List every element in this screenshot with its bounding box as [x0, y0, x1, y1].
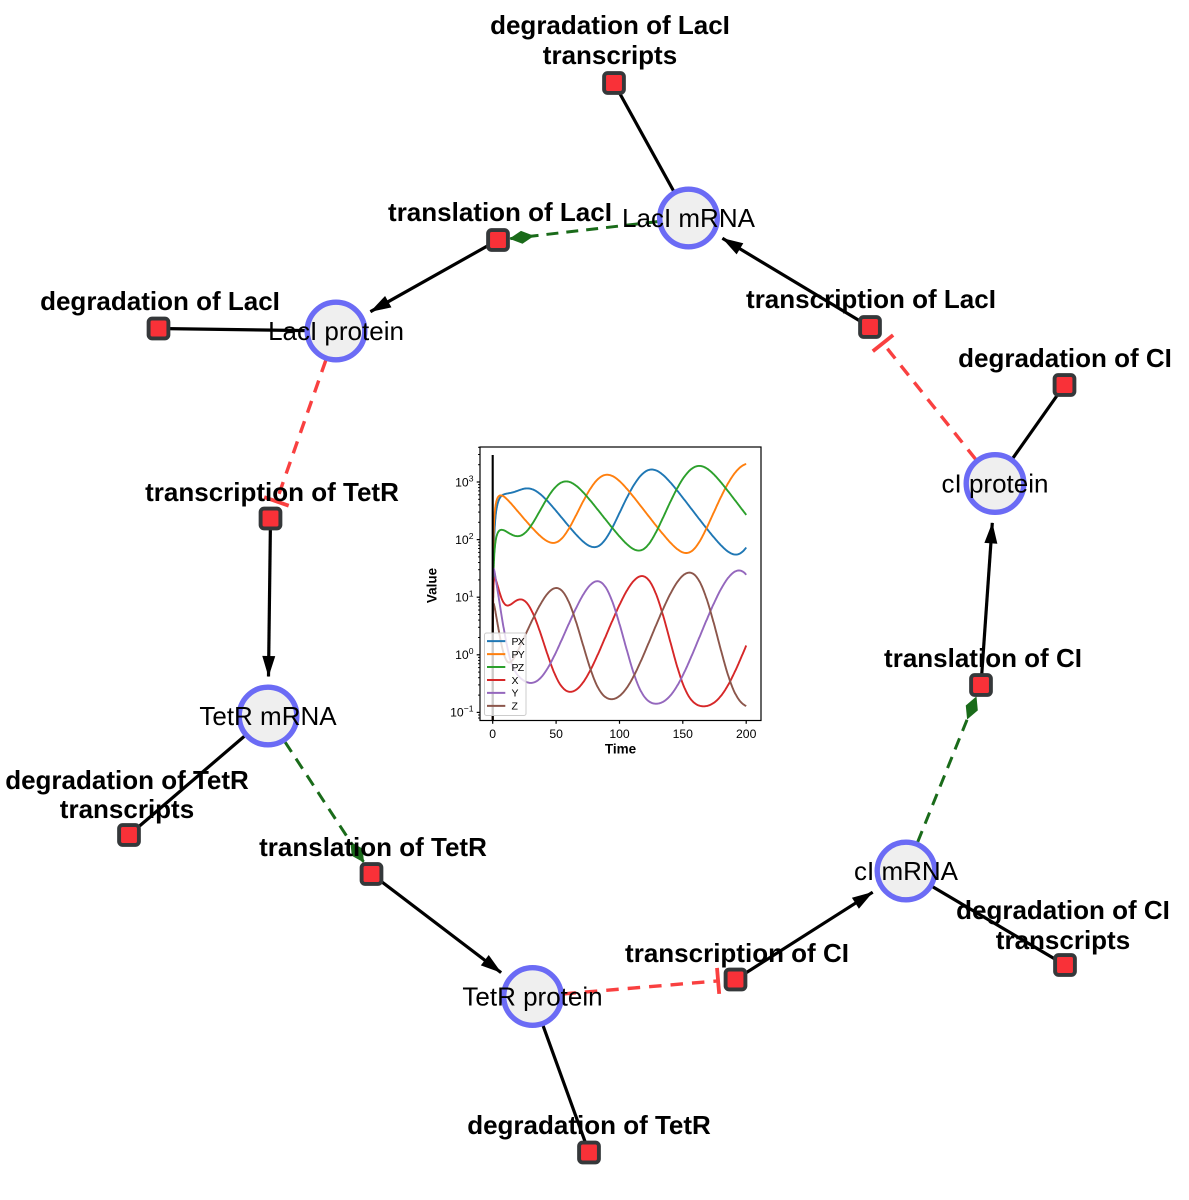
svg-text:degradation of LacI: degradation of LacI [40, 286, 280, 316]
svg-text:PY: PY [512, 649, 525, 661]
svg-text:Z: Z [512, 701, 519, 713]
svg-text:Y: Y [512, 688, 519, 700]
svg-text:0: 0 [489, 727, 496, 741]
svg-text:Time: Time [605, 742, 637, 757]
svg-text:PZ: PZ [512, 662, 525, 674]
svg-text:LacI mRNA: LacI mRNA [622, 203, 756, 233]
svg-text:degradation of LacI: degradation of LacI [490, 10, 730, 40]
svg-text:150: 150 [673, 727, 694, 741]
svg-text:X: X [512, 675, 519, 687]
svg-text:transcription of LacI: transcription of LacI [746, 284, 996, 314]
svg-text:102: 102 [455, 531, 474, 547]
svg-text:10−1: 10−1 [450, 704, 474, 720]
svg-text:TetR mRNA: TetR mRNA [199, 701, 337, 731]
svg-text:200: 200 [736, 727, 757, 741]
svg-text:translation of CI: translation of CI [884, 643, 1082, 673]
svg-text:degradation of CI: degradation of CI [956, 895, 1170, 925]
svg-text:50: 50 [549, 727, 563, 741]
svg-text:translation of TetR: translation of TetR [259, 832, 487, 862]
svg-text:degradation of TetR: degradation of TetR [5, 765, 249, 795]
svg-text:100: 100 [609, 727, 630, 741]
svg-text:transcripts: transcripts [60, 794, 194, 824]
svg-text:translation of LacI: translation of LacI [388, 197, 612, 227]
svg-text:transcription of CI: transcription of CI [625, 938, 849, 968]
svg-text:transcripts: transcripts [996, 925, 1130, 955]
svg-text:cI protein: cI protein [942, 469, 1049, 499]
svg-text:transcripts: transcripts [543, 40, 677, 70]
svg-text:100: 100 [455, 646, 474, 662]
svg-text:degradation of CI: degradation of CI [958, 343, 1172, 373]
svg-text:Value: Value [425, 567, 440, 603]
svg-text:transcription of TetR: transcription of TetR [145, 477, 399, 507]
svg-text:PX: PX [512, 636, 525, 648]
svg-text:103: 103 [455, 473, 474, 489]
svg-text:101: 101 [455, 589, 474, 605]
svg-text:LacI protein: LacI protein [268, 316, 404, 346]
svg-text:degradation of TetR: degradation of TetR [467, 1110, 711, 1140]
svg-text:cI mRNA: cI mRNA [854, 856, 959, 886]
svg-text:TetR protein: TetR protein [462, 982, 602, 1012]
